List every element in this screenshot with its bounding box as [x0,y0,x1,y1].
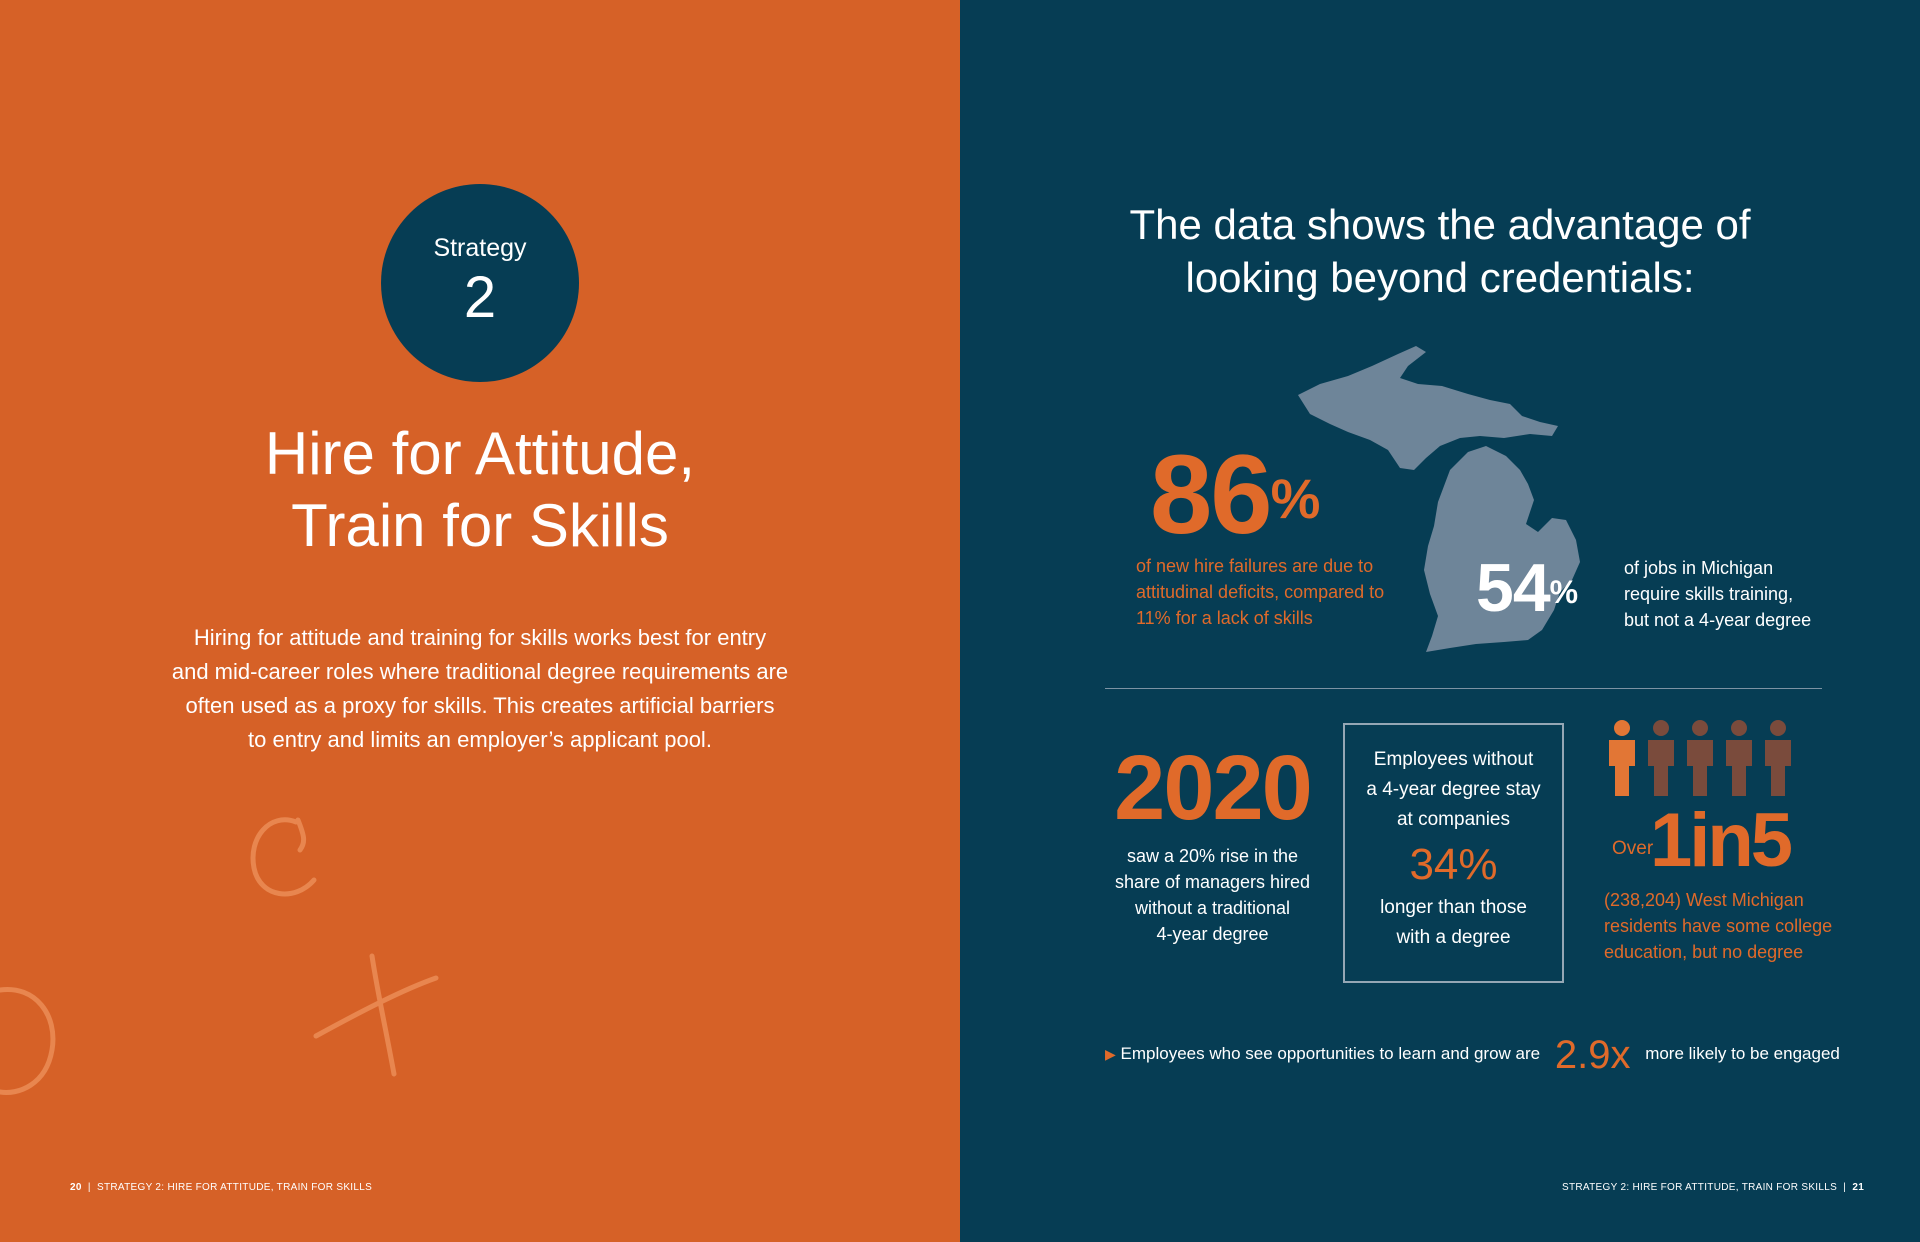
description-line: of jobs in Michigan [1624,558,1774,578]
stat-1in5-value: 1in5 [1650,798,1793,883]
stat-1in5-prefix: Over [1612,838,1654,859]
strategy-number: 2 [463,265,497,330]
engagement-tail: more likely to be engaged [1645,1044,1840,1063]
stat-2020-value: 2020 [1114,737,1313,839]
description-line: but not a 4-year degree [1624,610,1812,630]
page-number: 21 [1852,1182,1865,1193]
stat-34-bottom-text: longer than those with a degree [1343,893,1564,953]
description-line: a 4-year degree stay [1366,779,1541,800]
decorative-doodles [0,817,439,1095]
person-icon [1765,720,1791,796]
section-divider [1105,688,1822,689]
doodle-x-mark [313,953,439,1077]
stat-86-description: of new hire failures are due to attitudi… [1136,553,1426,631]
heading-line-2: looking beyond credentials: [1185,254,1695,301]
stat-34-top-text: Employees without a 4-year degree stay a… [1343,745,1564,835]
page-title: Hire for Attitude, Train for Skills [120,418,840,562]
data-heading: The data shows the advantage of looking … [1100,198,1780,304]
stat-54-number: 54 [1476,550,1551,626]
engagement-value: 2.9x [1554,1032,1631,1077]
description-line: residents have some college [1604,916,1833,936]
description-line: 4-year degree [1156,924,1269,944]
left-footer: 20 | STRATEGY 2: HIRE FOR ATTITUDE, TRAI… [70,1182,372,1193]
upper-peninsula-shape [1298,346,1558,470]
stat-54-description: of jobs in Michigan require skills train… [1624,555,1874,633]
stat-86-unit: % [1270,467,1321,530]
engagement-lead: Employees who see opportunities to learn… [1120,1044,1541,1063]
title-line-2: Train for Skills [291,492,669,559]
description-line: without a traditional [1134,898,1291,918]
stat-2020-description: saw a 20% rise in the share of managers … [1100,843,1325,947]
description-line: 11% for a lack of skills [1136,608,1313,628]
intro-paragraph: Hiring for attitude and training for ski… [120,621,840,757]
michigan-map-icon [1298,346,1580,652]
body-line: to entry and limits an employer’s applic… [248,727,712,752]
person-icon [1687,720,1713,796]
person-icon [1726,720,1752,796]
description-line: saw a 20% rise in the [1126,846,1299,866]
strategy-label: Strategy [433,234,527,262]
description-line: of new hire failures are due to [1136,556,1374,576]
doodle-c-mark [250,817,317,897]
left-page: Strategy 2 Hire for Attitude, Train for … [0,0,960,1242]
title-line-1: Hire for Attitude, [264,420,696,487]
body-line: and mid-career roles where traditional d… [171,659,789,684]
lower-peninsula-shape [1424,446,1580,652]
footer-separator: | [1843,1182,1847,1193]
stat-54-unit: % [1549,574,1579,610]
page-number: 20 [70,1182,82,1193]
doodle-o-mark [0,986,56,1095]
person-icon [1609,720,1635,796]
footer-section: STRATEGY 2: HIRE FOR ATTITUDE, TRAIN FOR… [96,1182,373,1193]
body-line: Hiring for attitude and training for ski… [193,625,767,650]
footer-separator: | [87,1182,91,1193]
description-line: with a degree [1396,927,1511,948]
footer-section: STRATEGY 2: HIRE FOR ATTITUDE, TRAIN FOR… [1562,1182,1838,1193]
stat-86-value: 86% [1150,439,1321,551]
triangle-bullet-icon: ▶ [1105,1046,1116,1062]
description-line: at companies [1396,809,1510,830]
body-line: often used as a proxy for skills. This c… [185,693,775,718]
right-footer: STRATEGY 2: HIRE FOR ATTITUDE, TRAIN FOR… [1562,1182,1864,1193]
stat-34-value: 34% [1409,840,1498,889]
description-line: Employees without [1373,749,1534,770]
people-pictogram [1609,720,1791,796]
stat-86-number: 86 [1150,432,1273,557]
heading-line-1: The data shows the advantage of [1129,201,1751,248]
description-line: share of managers hired [1114,872,1311,892]
description-line: (238,204) West Michigan [1604,890,1804,910]
engagement-stat: ▶ Employees who see opportunities to lea… [1105,1030,1840,1079]
strategy-badge: Strategy 2 [381,184,579,382]
description-line: longer than those [1380,897,1527,918]
stat-54-value: 54% [1476,552,1578,624]
person-icon [1648,720,1674,796]
description-line: education, but no degree [1604,942,1804,962]
description-line: require skills training, [1624,584,1794,604]
stat-1in5-description: (238,204) West Michigan residents have s… [1604,887,1904,965]
stat-34-box [1343,723,1564,983]
description-line: attitudinal deficits, compared to [1136,582,1385,602]
